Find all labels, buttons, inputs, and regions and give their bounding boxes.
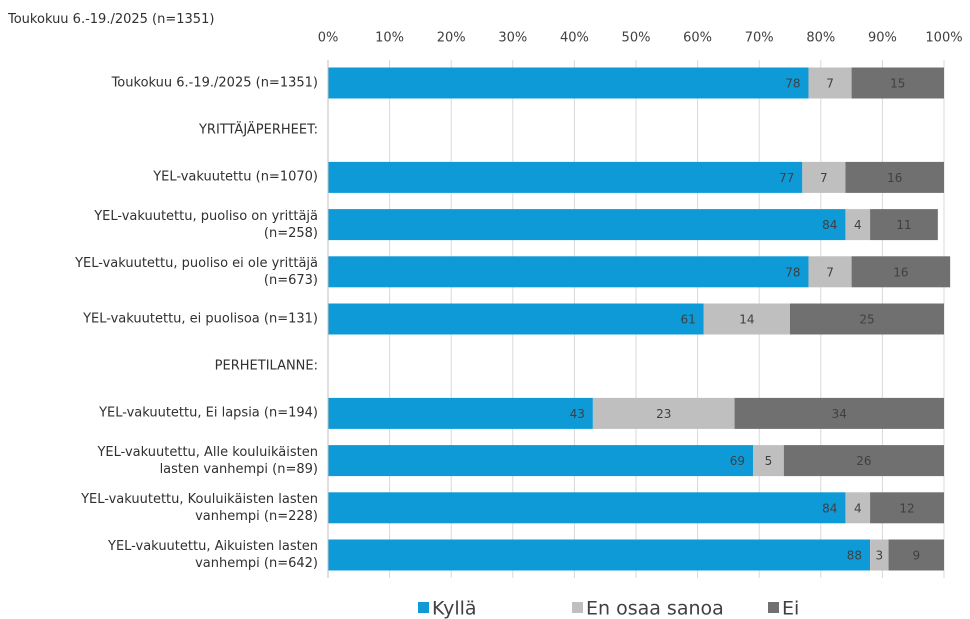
data-label: 77 — [779, 171, 794, 185]
x-tick-label: 10% — [375, 31, 404, 46]
data-label: 12 — [899, 501, 914, 515]
data-label: 23 — [656, 407, 671, 421]
bar-segment — [703, 303, 790, 335]
bar-segment — [734, 397, 944, 429]
x-tick-label: 0% — [318, 31, 339, 46]
x-tick-label: 50% — [622, 31, 651, 46]
data-label: 43 — [570, 407, 585, 421]
data-label: 78 — [785, 265, 800, 279]
category-label: YEL-vakuutettu, Alle kouluikäisten laste… — [97, 444, 318, 477]
category-label: YRITTÄJÄPERHEET: — [198, 122, 318, 138]
bar-segment — [870, 539, 889, 571]
data-label: 69 — [730, 454, 745, 468]
data-label: 7 — [820, 171, 828, 185]
category-label: YEL-vakuutettu, puoliso ei ole yrittäjä … — [75, 255, 318, 288]
x-tick-label: 60% — [683, 31, 712, 46]
bar-segment — [851, 256, 951, 288]
bar-segment — [845, 161, 944, 193]
category-label: YEL-vakuutettu, Ei lapsia (n=194) — [99, 405, 318, 421]
bar-segment — [328, 256, 809, 288]
legend-label: Kyllä — [432, 598, 477, 619]
legend-swatch — [418, 602, 429, 613]
legend-label: En osaa sanoa — [586, 598, 724, 619]
data-label: 34 — [832, 407, 847, 421]
data-label: 5 — [765, 454, 773, 468]
bar-segment — [802, 161, 846, 193]
bar-segment — [328, 445, 754, 477]
bar-segment — [328, 67, 809, 99]
bar-segment — [870, 492, 944, 524]
bar-segment — [783, 445, 944, 477]
x-tick-label: 90% — [868, 31, 897, 46]
data-label: 25 — [859, 313, 874, 327]
data-label: 9 — [912, 549, 920, 563]
category-label: YEL-vakuutettu, ei puolisoa (n=131) — [83, 311, 318, 327]
legend-swatch — [768, 602, 779, 613]
category-label: Toukokuu 6.-19./2025 (n=1351) — [111, 75, 318, 91]
x-tick-label: 40% — [560, 31, 589, 46]
x-tick-label: 70% — [745, 31, 774, 46]
bar-segment — [328, 303, 704, 335]
bar-segment — [808, 67, 852, 99]
bar-segment — [753, 445, 784, 477]
data-label: 4 — [854, 501, 862, 515]
data-label: 84 — [822, 501, 837, 515]
bar-segment — [790, 303, 944, 335]
category-label: PERHETILANNE: — [214, 358, 318, 374]
bar-segment — [808, 256, 852, 288]
bar-segment — [328, 397, 593, 429]
data-label: 78 — [785, 77, 800, 91]
data-label: 7 — [826, 77, 834, 91]
data-label: 14 — [739, 313, 754, 327]
x-tick-label: 100% — [925, 31, 962, 46]
bar-segment — [328, 209, 846, 241]
data-label: 7 — [826, 265, 834, 279]
data-label: 11 — [896, 218, 911, 232]
bar-segment — [328, 492, 846, 524]
data-label: 16 — [893, 265, 908, 279]
x-tick-label: 20% — [437, 31, 466, 46]
category-label: YEL-vakuutettu, Aikuisten lasten vanhemp… — [108, 539, 318, 571]
x-tick-label: 80% — [806, 31, 835, 46]
bar-segment — [870, 209, 938, 241]
data-label: 84 — [822, 218, 837, 232]
bar-segment — [845, 209, 871, 241]
data-label: 26 — [856, 454, 871, 468]
category-label: YEL-vakuutettu (n=1070) — [153, 169, 318, 185]
data-label: 4 — [854, 218, 862, 232]
chart-title: Toukokuu 6.-19./2025 (n=1351) — [8, 12, 215, 27]
data-label: 88 — [847, 549, 862, 563]
legend-swatch — [572, 602, 583, 613]
data-label: 16 — [887, 171, 902, 185]
bar-segment — [328, 539, 871, 571]
bar-segment — [845, 492, 871, 524]
bar-segment — [888, 539, 944, 571]
bar-segment — [592, 397, 735, 429]
category-label: YEL-vakuutettu, puoliso on yrittäjä (n=2… — [94, 208, 318, 241]
bar-segment — [851, 67, 944, 99]
data-label: 15 — [890, 77, 905, 91]
legend-label: Ei — [782, 598, 799, 619]
data-label: 3 — [875, 549, 883, 563]
x-tick-label: 30% — [498, 31, 527, 46]
category-label: YEL-vakuutettu, Kouluikäisten lasten van… — [81, 491, 318, 524]
data-label: 61 — [680, 313, 695, 327]
bar-segment — [328, 161, 803, 193]
